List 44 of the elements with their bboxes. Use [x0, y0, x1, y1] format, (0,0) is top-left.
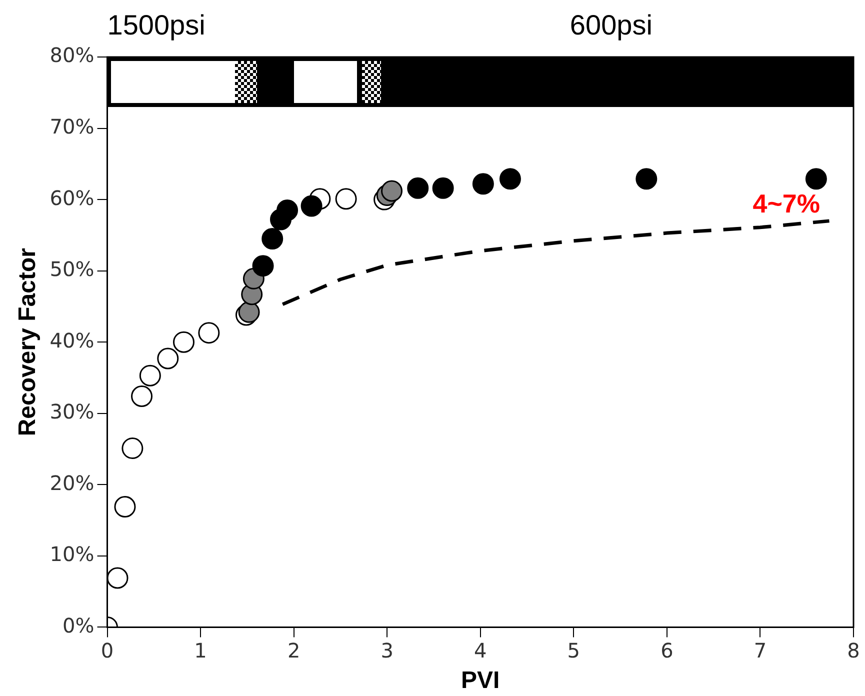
point — [172, 331, 194, 353]
point — [131, 386, 153, 408]
y-tick-label: 60% — [50, 186, 94, 210]
point — [472, 173, 494, 195]
point — [381, 180, 403, 202]
y-tick-label: 30% — [50, 400, 94, 424]
point — [636, 168, 658, 190]
y-tick-label: 40% — [50, 328, 94, 352]
x-tick-label: 3 — [380, 638, 394, 662]
x-axis-title: PVI — [461, 667, 500, 694]
x-tick-label: 4 — [474, 638, 487, 662]
point — [300, 195, 322, 217]
point — [335, 188, 357, 210]
point — [139, 364, 161, 386]
point — [114, 496, 136, 518]
y-tick-label: 0% — [62, 613, 94, 638]
point — [262, 228, 284, 250]
x-tick-label: 0 — [100, 638, 114, 662]
x-tick-label: 8 — [847, 638, 860, 662]
y-tick-label: 20% — [50, 470, 94, 495]
point — [157, 348, 179, 370]
line-series — [280, 219, 831, 306]
point — [198, 322, 220, 344]
y-tick-label: 10% — [50, 542, 94, 566]
point — [432, 177, 454, 199]
annotation: 4~7% — [752, 188, 820, 218]
x-tick-label: 2 — [287, 638, 300, 662]
y-axis-title: Recovery Factor — [14, 248, 42, 436]
point — [499, 168, 521, 190]
point — [276, 199, 298, 221]
point — [407, 177, 429, 199]
x-tick-label: 6 — [660, 638, 674, 662]
x-tick-label: 1 — [194, 638, 207, 662]
y-tick-label: 50% — [50, 257, 94, 282]
point — [107, 567, 128, 589]
y-tick-label: 80% — [50, 43, 94, 68]
y-tick-label: 70% — [50, 114, 94, 138]
x-tick-label: 7 — [754, 638, 767, 662]
x-tick-label: 5 — [567, 638, 580, 662]
text: 1500psi — [107, 10, 206, 41]
point — [252, 255, 274, 277]
text: 600psi — [570, 10, 652, 41]
point — [122, 438, 144, 460]
point — [805, 168, 827, 190]
